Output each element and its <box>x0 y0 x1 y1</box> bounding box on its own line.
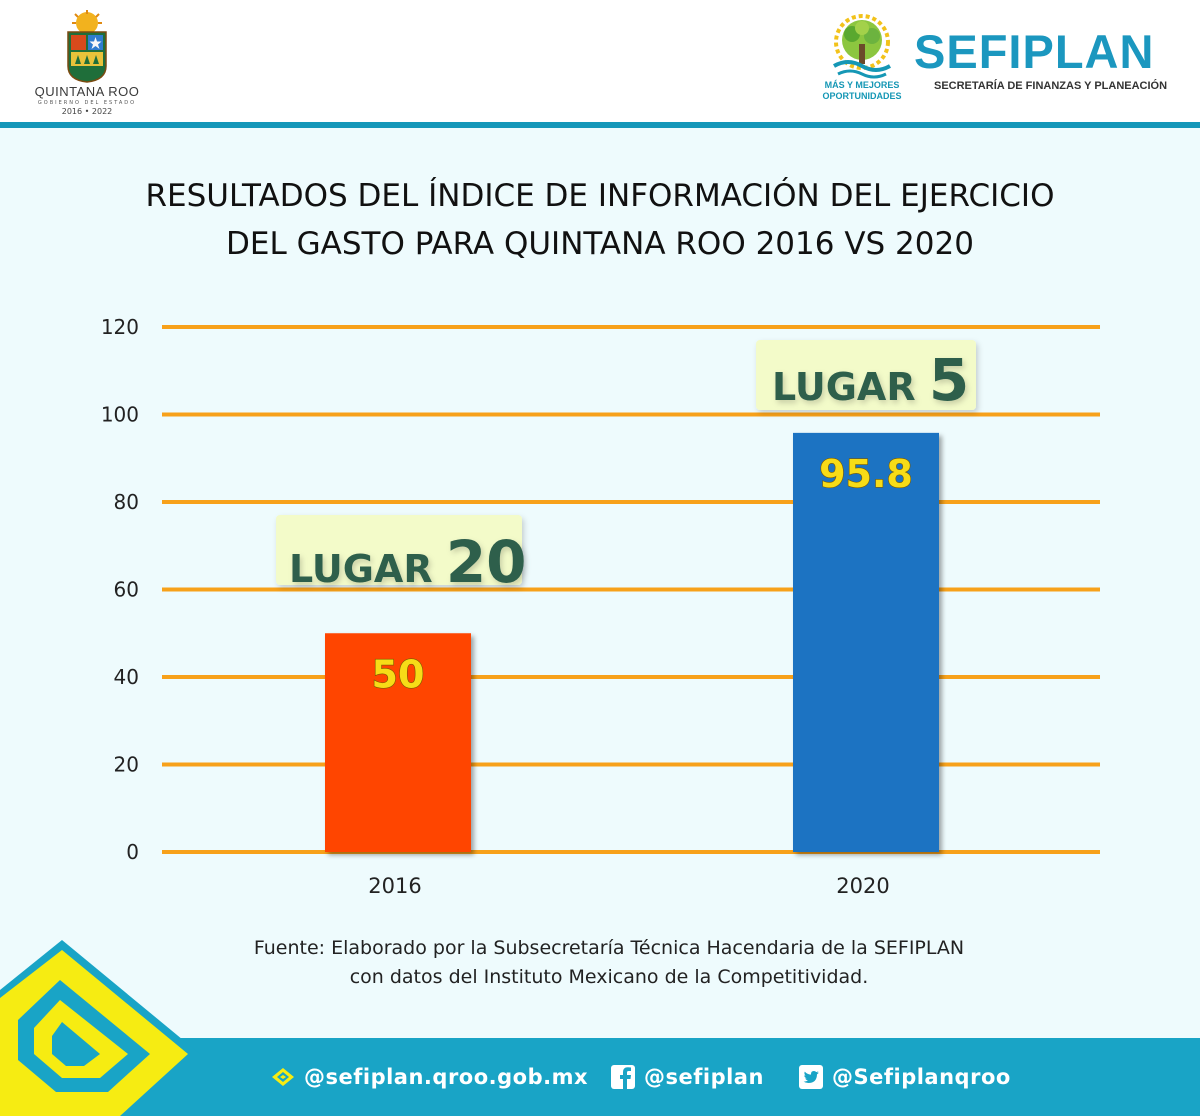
bar-2020 <box>793 432 939 852</box>
header-divider <box>0 122 1200 128</box>
y-tick-label: 60 <box>114 578 139 602</box>
twitter-text: @Sefiplanqroo <box>832 1065 1011 1089</box>
chart-title-line-1: RESULTADOS DEL ÍNDICE DE INFORMACIÓN DEL… <box>145 178 1055 214</box>
y-tick-label: 40 <box>114 665 139 689</box>
rank-badge-background <box>756 340 976 410</box>
y-tick-label: 20 <box>114 753 139 777</box>
rank-badge-label: LUGAR <box>772 365 929 409</box>
state-government-label: GOBIERNO DEL ESTADO <box>37 100 137 106</box>
content-panel <box>0 128 1200 1038</box>
source-line-1: Fuente: Elaborado por la Subsecretaría T… <box>253 937 965 959</box>
rank-badge-number: 20 <box>446 528 527 596</box>
source-line-2: con datos del Instituto Mexicano de la C… <box>349 966 869 988</box>
bar-2016 <box>325 633 471 852</box>
web-logo-icon <box>272 1068 294 1086</box>
twitter-link[interactable]: @Sefiplanqroo <box>798 1064 1011 1090</box>
footer-bar <box>0 1038 1200 1116</box>
chart-title-line-2: DEL GASTO PARA QUINTANA ROO 2016 VS 2020 <box>226 226 974 262</box>
slogan-logo: MÁS Y MEJORES OPORTUNIDADES <box>812 14 912 114</box>
agency-logo-name: SEFIPLAN <box>914 25 1155 78</box>
decorative-corner-logo <box>0 940 200 1116</box>
slogan-line-2: OPORTUNIDADES <box>822 91 902 101</box>
state-name: QUINTANA ROO <box>34 84 140 99</box>
bar-value-label: 50 <box>372 652 425 696</box>
rank-badge-label: LUGAR <box>289 547 446 591</box>
rank-badge-number: 5 <box>929 346 969 414</box>
quintana-roo-logo: QUINTANA ROO GOBIERNO DEL ESTADO 2016 • … <box>22 8 152 116</box>
slogan-line-1: MÁS Y MEJORES <box>824 80 900 90</box>
agency-full-name: SECRETARÍA DE FINANZAS Y PLANEACIÓN <box>934 80 1168 92</box>
chart-title: RESULTADOS DEL ÍNDICE DE INFORMACIÓN DEL… <box>0 172 1200 268</box>
x-tick-label: 2020 <box>836 874 889 898</box>
rank-badge-text: LUGAR 5 <box>772 346 969 414</box>
y-tick-label: 100 <box>101 403 139 427</box>
facebook-link[interactable]: @sefiplan <box>610 1064 764 1090</box>
twitter-icon <box>799 1065 823 1089</box>
bar-value-label: 95.8 <box>819 452 913 496</box>
rank-badge-text: LUGAR 20 <box>289 528 527 596</box>
rank-badge-2020: LUGAR 5 <box>756 340 976 414</box>
website-link[interactable]: @sefiplan.qroo.gob.mx <box>270 1064 588 1090</box>
y-tick-label: 0 <box>126 840 139 864</box>
x-tick-label: 2016 <box>368 874 421 898</box>
website-text: @sefiplan.qroo.gob.mx <box>304 1065 589 1089</box>
tree-icon <box>833 14 891 79</box>
state-term-years: 2016 • 2022 <box>61 107 113 116</box>
rank-badge-background <box>276 515 522 585</box>
source-note: Fuente: Elaborado por la Subsecretaría T… <box>0 934 1200 992</box>
facebook-text: @sefiplan <box>644 1065 764 1089</box>
rank-badge-2016: LUGAR 20 <box>276 515 527 596</box>
coat-of-arms-icon <box>67 10 107 83</box>
facebook-icon <box>611 1065 635 1089</box>
y-tick-label: 80 <box>114 490 139 514</box>
header: QUINTANA ROO GOBIERNO DEL ESTADO 2016 • … <box>0 0 1200 122</box>
y-tick-label: 120 <box>101 315 139 339</box>
